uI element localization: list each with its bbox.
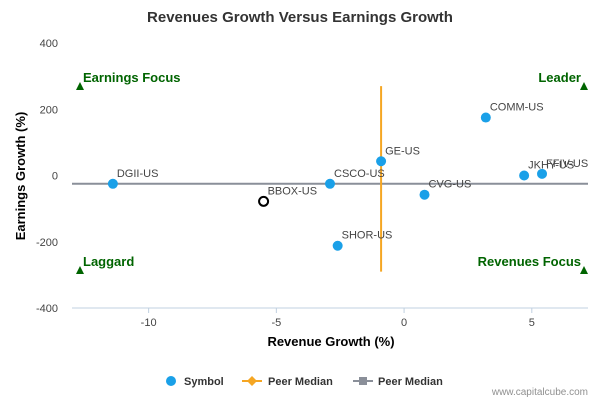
y-tick-label: 400 xyxy=(40,38,58,50)
data-point[interactable] xyxy=(258,195,270,207)
quadrant-top-right: Leader xyxy=(538,70,581,85)
quadrant-top-left: Earnings Focus xyxy=(83,70,181,85)
point-label: SHOR-US xyxy=(342,230,393,242)
legend-peer-x-label: Peer Median xyxy=(268,376,333,388)
y-tick-label: -200 xyxy=(36,237,58,249)
x-tick-label: -10 xyxy=(141,317,157,329)
legend-symbol-label: Symbol xyxy=(184,376,224,388)
point-label: FFIV-US xyxy=(546,158,588,170)
point-label: CSCO-US xyxy=(334,168,385,180)
data-point[interactable] xyxy=(519,170,530,181)
quadrant-labels: Earnings Focus Leader Laggard Revenues F… xyxy=(76,70,588,274)
x-tick-label: -5 xyxy=(271,317,281,329)
data-point[interactable] xyxy=(332,240,343,251)
x-axis-title: Revenue Growth (%) xyxy=(267,334,394,349)
legend-symbol-marker xyxy=(166,376,176,386)
quadrant-bottom-right: Revenues Focus xyxy=(478,254,581,269)
data-point[interactable] xyxy=(325,178,335,189)
top-left-marker-icon xyxy=(76,82,84,90)
data-point[interactable] xyxy=(376,156,387,167)
y-tick-label: -400 xyxy=(36,303,58,315)
y-tick-label: 200 xyxy=(40,104,58,116)
data-point[interactable] xyxy=(419,189,430,200)
y-tick-label: 0 xyxy=(52,171,58,183)
point-label: COMM-US xyxy=(490,102,544,114)
y-axis-title: Earnings Growth (%) xyxy=(13,112,28,241)
point-label: DGII-US xyxy=(117,168,159,180)
data-points: DGII-US BBOX-US CSCO-US SHOR-US GE-US CVG-US C… xyxy=(107,102,588,251)
ticks: -10 -5 0 5 -400 -200 0 200 400 xyxy=(36,38,535,329)
top-right-marker-icon xyxy=(580,82,588,90)
data-point[interactable] xyxy=(107,178,118,189)
x-tick-label: 5 xyxy=(529,317,535,329)
legend-peer-y-marker xyxy=(359,377,367,385)
chart-title: Revenues Growth Versus Earnings Growth xyxy=(147,9,453,26)
legend-peer-x-marker xyxy=(247,376,257,386)
bottom-left-marker-icon xyxy=(76,266,84,274)
x-tick-label: 0 xyxy=(401,317,407,329)
point-label: BBOX-US xyxy=(268,185,318,197)
point-label: CVG-US xyxy=(429,179,472,191)
data-point[interactable] xyxy=(537,168,548,179)
data-point[interactable] xyxy=(480,112,491,123)
point-label: GE-US xyxy=(385,145,420,157)
legend-peer-y-label: Peer Median xyxy=(378,376,443,388)
credit-text: www.capitalcube.com xyxy=(491,387,588,398)
quadrant-bottom-left: Laggard xyxy=(83,254,134,269)
legend: Symbol Peer Median Peer Median xyxy=(166,376,443,388)
bottom-right-marker-icon xyxy=(580,266,588,274)
point-label: JKHY-US xyxy=(528,160,574,172)
